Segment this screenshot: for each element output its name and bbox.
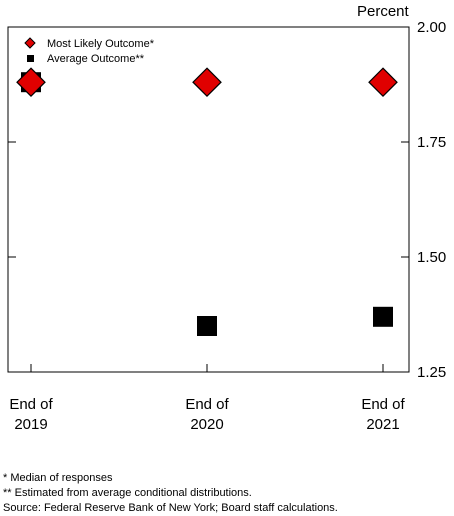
average-outcome-point — [373, 306, 393, 327]
y-tick-label: 1.75 — [417, 134, 446, 151]
most-likely-outcome-point — [16, 67, 46, 98]
y-tick-label: 1.50 — [417, 249, 446, 266]
footnotes: * Median of responses ** Estimated from … — [3, 471, 338, 516]
legend-square-icon — [27, 55, 34, 62]
y-tick-label: 2.00 — [417, 19, 446, 36]
legend-diamond-icon — [24, 37, 36, 49]
average-outcome-point — [197, 316, 217, 336]
x-tick-label-line2: 2019 — [14, 416, 47, 433]
footnote-median: * Median of responses — [3, 472, 113, 484]
source-note: Source: Federal Reserve Bank of New York… — [3, 502, 338, 514]
legend-label-average: Average Outcome** — [47, 53, 145, 65]
plot-frame: End of 2019 End of 2020 End of 2021 — [7, 26, 410, 433]
x-tick-label-line2: 2020 — [190, 416, 223, 433]
data-marks — [16, 67, 398, 336]
plot-border — [7, 26, 410, 373]
legend: Most Likely Outcome* Average Outcome** — [24, 37, 155, 65]
legend-label-most-likely: Most Likely Outcome* — [47, 38, 155, 50]
x-tick-label-line1: End of — [185, 396, 229, 413]
most-likely-outcome-point — [368, 67, 398, 98]
x-tick-label-line1: End of — [361, 396, 405, 413]
y-tick-label: 1.25 — [417, 364, 446, 381]
y-axis: 2.00 1.75 1.50 1.25 Percent — [8, 3, 446, 381]
footnote-average: ** Estimated from average conditional di… — [3, 487, 252, 499]
x-tick-label-line1: End of — [9, 396, 53, 413]
x-tick-label-line2: 2021 — [366, 416, 399, 433]
y-axis-title: Percent — [357, 3, 410, 20]
most-likely-outcome-point — [192, 67, 222, 98]
